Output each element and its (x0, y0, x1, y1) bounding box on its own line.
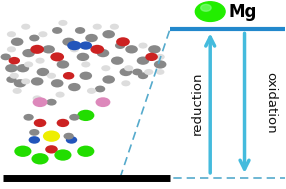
Circle shape (43, 130, 60, 142)
Circle shape (145, 53, 158, 61)
Circle shape (52, 27, 62, 34)
Text: oxidation: oxidation (264, 72, 277, 134)
Circle shape (97, 49, 109, 57)
Circle shape (1, 53, 11, 60)
Circle shape (80, 41, 92, 50)
Circle shape (45, 145, 58, 153)
Circle shape (115, 42, 125, 49)
Circle shape (21, 78, 30, 84)
Circle shape (124, 65, 133, 71)
Circle shape (38, 31, 47, 37)
Circle shape (125, 45, 138, 53)
Circle shape (34, 119, 46, 127)
Circle shape (35, 58, 45, 64)
Circle shape (50, 52, 64, 61)
Circle shape (70, 46, 79, 52)
Circle shape (77, 110, 94, 121)
Circle shape (51, 79, 63, 88)
Circle shape (111, 57, 124, 65)
Circle shape (121, 80, 130, 86)
Circle shape (138, 72, 148, 79)
Circle shape (102, 75, 115, 84)
Circle shape (90, 45, 104, 54)
Circle shape (14, 146, 31, 157)
Circle shape (23, 114, 34, 121)
Circle shape (47, 73, 56, 79)
Circle shape (29, 136, 40, 144)
Circle shape (137, 57, 149, 65)
Circle shape (11, 38, 23, 46)
Circle shape (13, 88, 22, 94)
Circle shape (138, 43, 148, 49)
Circle shape (96, 97, 110, 107)
Circle shape (75, 27, 85, 34)
Circle shape (87, 88, 96, 94)
Circle shape (81, 61, 90, 67)
Circle shape (62, 38, 75, 46)
Circle shape (110, 24, 119, 30)
Circle shape (156, 54, 165, 60)
Circle shape (14, 79, 26, 88)
Circle shape (95, 86, 105, 92)
Circle shape (148, 45, 161, 53)
Circle shape (195, 2, 225, 21)
Circle shape (63, 133, 74, 139)
Circle shape (29, 35, 39, 41)
Circle shape (31, 77, 43, 86)
Circle shape (154, 60, 166, 69)
Circle shape (144, 69, 153, 75)
Circle shape (7, 46, 16, 52)
Circle shape (54, 149, 72, 161)
Circle shape (116, 37, 130, 46)
Circle shape (24, 61, 33, 67)
Circle shape (69, 114, 80, 121)
Circle shape (42, 45, 55, 53)
Circle shape (57, 119, 69, 127)
Circle shape (132, 69, 142, 75)
Circle shape (120, 68, 132, 76)
Circle shape (30, 45, 44, 54)
Circle shape (57, 60, 69, 69)
Circle shape (80, 72, 92, 80)
Circle shape (17, 64, 29, 72)
Circle shape (10, 73, 19, 79)
Circle shape (21, 24, 30, 30)
Circle shape (77, 53, 89, 61)
Circle shape (7, 31, 16, 37)
Circle shape (6, 76, 17, 83)
Text: reduction: reduction (191, 71, 204, 135)
Text: Mg: Mg (229, 3, 257, 21)
Circle shape (9, 57, 20, 64)
Circle shape (101, 65, 110, 71)
Circle shape (67, 41, 82, 50)
Circle shape (33, 97, 47, 107)
Circle shape (37, 68, 49, 76)
Circle shape (46, 99, 57, 106)
Circle shape (55, 92, 65, 98)
Circle shape (68, 83, 81, 91)
Circle shape (93, 24, 102, 30)
Circle shape (31, 153, 49, 164)
Circle shape (66, 136, 77, 144)
Circle shape (201, 4, 211, 11)
Circle shape (63, 72, 74, 80)
Circle shape (85, 34, 98, 42)
Circle shape (5, 64, 18, 72)
Circle shape (33, 95, 42, 101)
Circle shape (102, 30, 115, 38)
Circle shape (156, 69, 164, 75)
Circle shape (22, 49, 35, 57)
Circle shape (29, 129, 39, 136)
Circle shape (77, 146, 94, 157)
Circle shape (58, 20, 67, 26)
